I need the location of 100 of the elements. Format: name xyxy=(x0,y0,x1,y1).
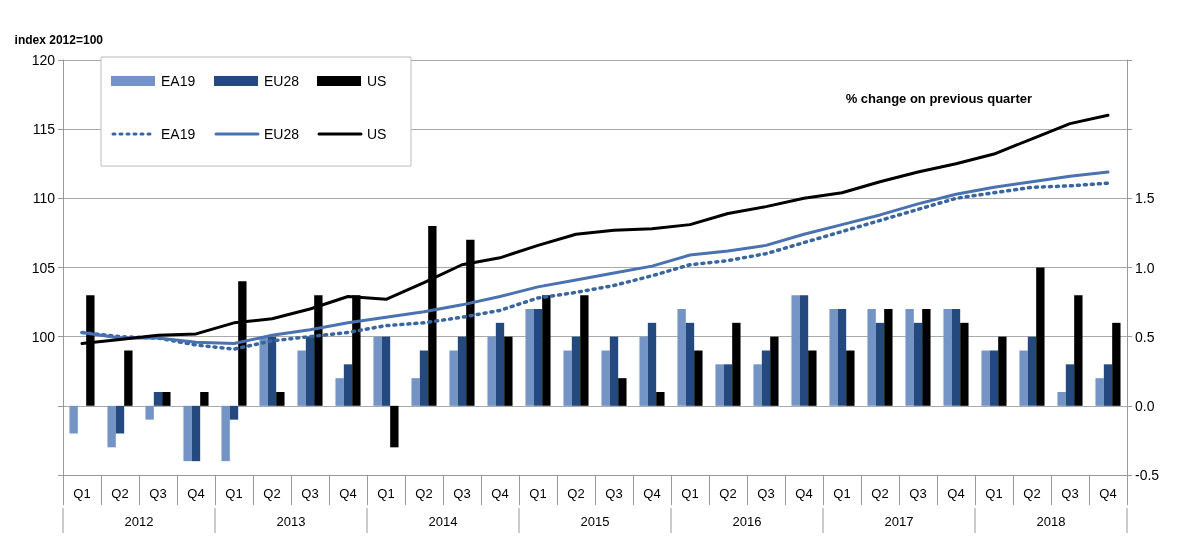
bar xyxy=(200,392,209,406)
bar xyxy=(495,322,505,406)
bar xyxy=(618,378,627,406)
bar xyxy=(343,364,353,406)
text: 2016 xyxy=(732,514,762,529)
text: 2013 xyxy=(276,514,306,529)
x-tick-label: Q1 xyxy=(985,486,1003,501)
y2-tick-label: 1.5 xyxy=(1135,190,1155,207)
bar xyxy=(1112,322,1121,406)
x-tick-label: Q1 xyxy=(681,486,699,501)
bar xyxy=(884,309,893,406)
x-tick-label: Q1 xyxy=(833,486,851,501)
x-tick-label: Q3 xyxy=(453,486,471,501)
bar xyxy=(504,336,513,406)
bar xyxy=(791,295,800,406)
bar xyxy=(1095,378,1104,406)
bar xyxy=(1065,364,1075,406)
bar xyxy=(723,364,733,406)
bar xyxy=(1036,267,1045,406)
bar xyxy=(183,405,192,462)
bar xyxy=(943,309,952,406)
bar xyxy=(875,322,885,406)
x-tick-label: Q1 xyxy=(529,486,547,501)
bar xyxy=(609,336,619,406)
bar xyxy=(381,336,391,406)
bar xyxy=(162,392,171,406)
bar xyxy=(732,322,741,406)
bar xyxy=(115,405,125,434)
y-tick-label: 110 xyxy=(32,190,56,207)
bar xyxy=(571,336,581,406)
x-tick-label: Q3 xyxy=(301,486,319,501)
bar xyxy=(601,350,610,406)
x-tick-label: Q3 xyxy=(757,486,775,501)
bar xyxy=(998,336,1007,406)
bar xyxy=(221,405,230,462)
bar xyxy=(1027,336,1037,406)
legend-label: US xyxy=(367,73,387,89)
bar xyxy=(276,392,285,406)
bar xyxy=(981,350,990,406)
x-tick-label: Q4 xyxy=(795,486,813,501)
y2-tick-label: 0.0 xyxy=(1135,397,1155,414)
bar xyxy=(677,309,686,406)
bar xyxy=(449,350,458,406)
bar xyxy=(267,336,277,406)
bar xyxy=(846,350,855,406)
bar xyxy=(647,322,657,406)
bar xyxy=(533,309,543,406)
bar xyxy=(656,392,665,406)
bar xyxy=(373,336,382,406)
bar xyxy=(487,336,496,406)
bar xyxy=(69,405,78,434)
bar xyxy=(960,322,969,406)
bar xyxy=(259,336,268,406)
x-tick-label: Q3 xyxy=(1061,486,1079,501)
x-tick-label: Q2 xyxy=(719,486,737,501)
bar xyxy=(770,336,779,406)
legend-label: EU28 xyxy=(264,73,300,89)
bar xyxy=(753,364,762,406)
y-tick-label: 105 xyxy=(31,259,56,276)
bar xyxy=(229,405,239,420)
bar xyxy=(305,336,315,406)
bar xyxy=(124,350,133,406)
text: 2014 xyxy=(428,514,458,529)
bar xyxy=(580,295,589,406)
bar xyxy=(829,309,838,406)
x-tick-label: Q2 xyxy=(415,486,433,501)
legend-label: EU28 xyxy=(264,126,300,142)
bar xyxy=(191,405,201,462)
bar xyxy=(761,350,771,406)
bar xyxy=(563,350,572,406)
bar xyxy=(837,309,847,406)
legend-label: EA19 xyxy=(161,73,196,89)
bar xyxy=(411,378,420,406)
x-tick-label: Q2 xyxy=(567,486,585,501)
bar xyxy=(1074,295,1083,406)
bar xyxy=(390,405,399,448)
x-tick-label: Q4 xyxy=(947,486,965,501)
bar xyxy=(145,405,154,420)
x-tick-label: Q4 xyxy=(643,486,661,501)
x-tick-label: Q4 xyxy=(339,486,357,501)
y2-axis-title: % change on previous quarter xyxy=(845,91,1032,106)
y2-tick-label: -0.5 xyxy=(1135,467,1160,483)
bar xyxy=(715,364,724,406)
x-tick-label: Q3 xyxy=(909,486,927,501)
bar xyxy=(685,322,695,406)
y-tick-label: 120 xyxy=(31,52,56,68)
text: 2018 xyxy=(1036,514,1066,529)
text: 2012 xyxy=(124,514,154,529)
bar xyxy=(1057,392,1066,406)
x-tick-label: Q4 xyxy=(1099,486,1117,501)
x-tick-label: Q1 xyxy=(377,486,395,501)
x-tick-label: Q3 xyxy=(149,486,167,501)
x-tick-label: Q2 xyxy=(111,486,129,501)
x-tick-label: Q3 xyxy=(605,486,623,501)
y-tick-label: 100 xyxy=(31,328,56,345)
bar xyxy=(542,295,551,406)
bar xyxy=(153,392,163,406)
bar xyxy=(989,350,999,406)
bar xyxy=(297,350,306,406)
y2-tick-label: 0.5 xyxy=(1135,328,1155,345)
